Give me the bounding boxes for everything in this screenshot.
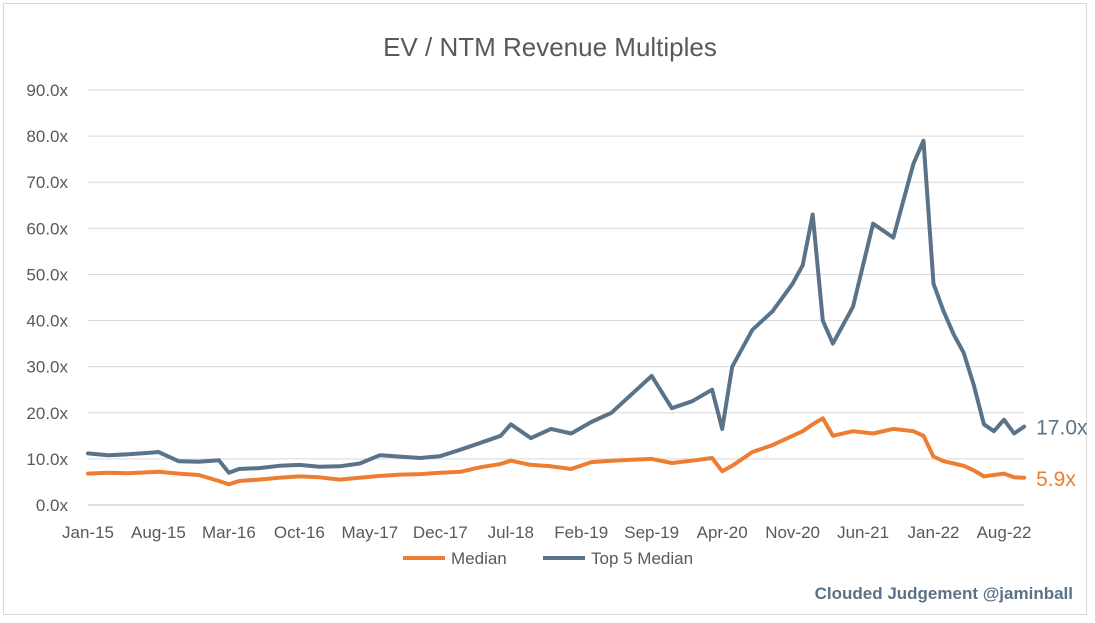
series-layer	[86, 138, 1027, 487]
x-tick-label: Nov-20	[765, 523, 820, 542]
x-tick-label: Dec-17	[413, 523, 468, 542]
x-tick-label: Jun-21	[837, 523, 889, 542]
x-tick-label: Oct-16	[274, 523, 325, 542]
x-tick-label: Aug-22	[977, 523, 1032, 542]
grid	[88, 89, 1024, 506]
y-tick-label: 50.0x	[26, 265, 68, 284]
end-label-median: 5.9x	[1036, 468, 1076, 491]
x-tick-label: Jan-22	[908, 523, 960, 542]
y-tick-label: 80.0x	[26, 127, 68, 146]
legend: Median Top 5 Median	[403, 549, 693, 568]
y-axis: 0.0x 10.0x 20.0x 30.0x 40.0x 50.0x 60.0x 70.0x 8…	[26, 81, 68, 515]
y-tick-label: 0.0x	[36, 496, 69, 515]
x-axis: Jan-15 Aug-15 Mar-16 Oct-16 May-17 Dec-17 Jul-…	[62, 504, 1032, 542]
y-tick-label: 20.0x	[26, 404, 68, 423]
chart-title: EV / NTM Revenue Multiples	[383, 32, 717, 62]
x-tick-label: Apr-20	[697, 523, 748, 542]
y-tick-label: 40.0x	[26, 312, 68, 331]
legend-label: Top 5 Median	[591, 549, 693, 568]
x-tick-label: Aug-15	[131, 523, 186, 542]
end-label-top5-median: 17.0x	[1036, 417, 1088, 440]
x-tick-label: Mar-16	[202, 523, 256, 542]
x-tick-label: May-17	[342, 523, 399, 542]
chart-frame	[3, 3, 1087, 615]
x-tick-label: Jul-18	[488, 523, 534, 542]
y-tick-label: 30.0x	[26, 358, 68, 377]
x-tick-label: Sep-19	[624, 523, 679, 542]
y-tick-label: 10.0x	[26, 450, 68, 469]
credit-text: Clouded Judgement @jaminball	[815, 584, 1073, 603]
y-tick-label: 70.0x	[26, 173, 68, 192]
y-tick-label: 60.0x	[26, 219, 68, 238]
series-line-median	[86, 416, 1027, 487]
end-labels: 5.9x 17.0x	[1036, 417, 1088, 491]
y-tick-label: 90.0x	[26, 81, 68, 100]
x-tick-label: Jan-15	[62, 523, 114, 542]
x-tick-label: Feb-19	[554, 523, 608, 542]
legend-label: Median	[451, 549, 507, 568]
series-line-top5-median	[86, 138, 1027, 475]
